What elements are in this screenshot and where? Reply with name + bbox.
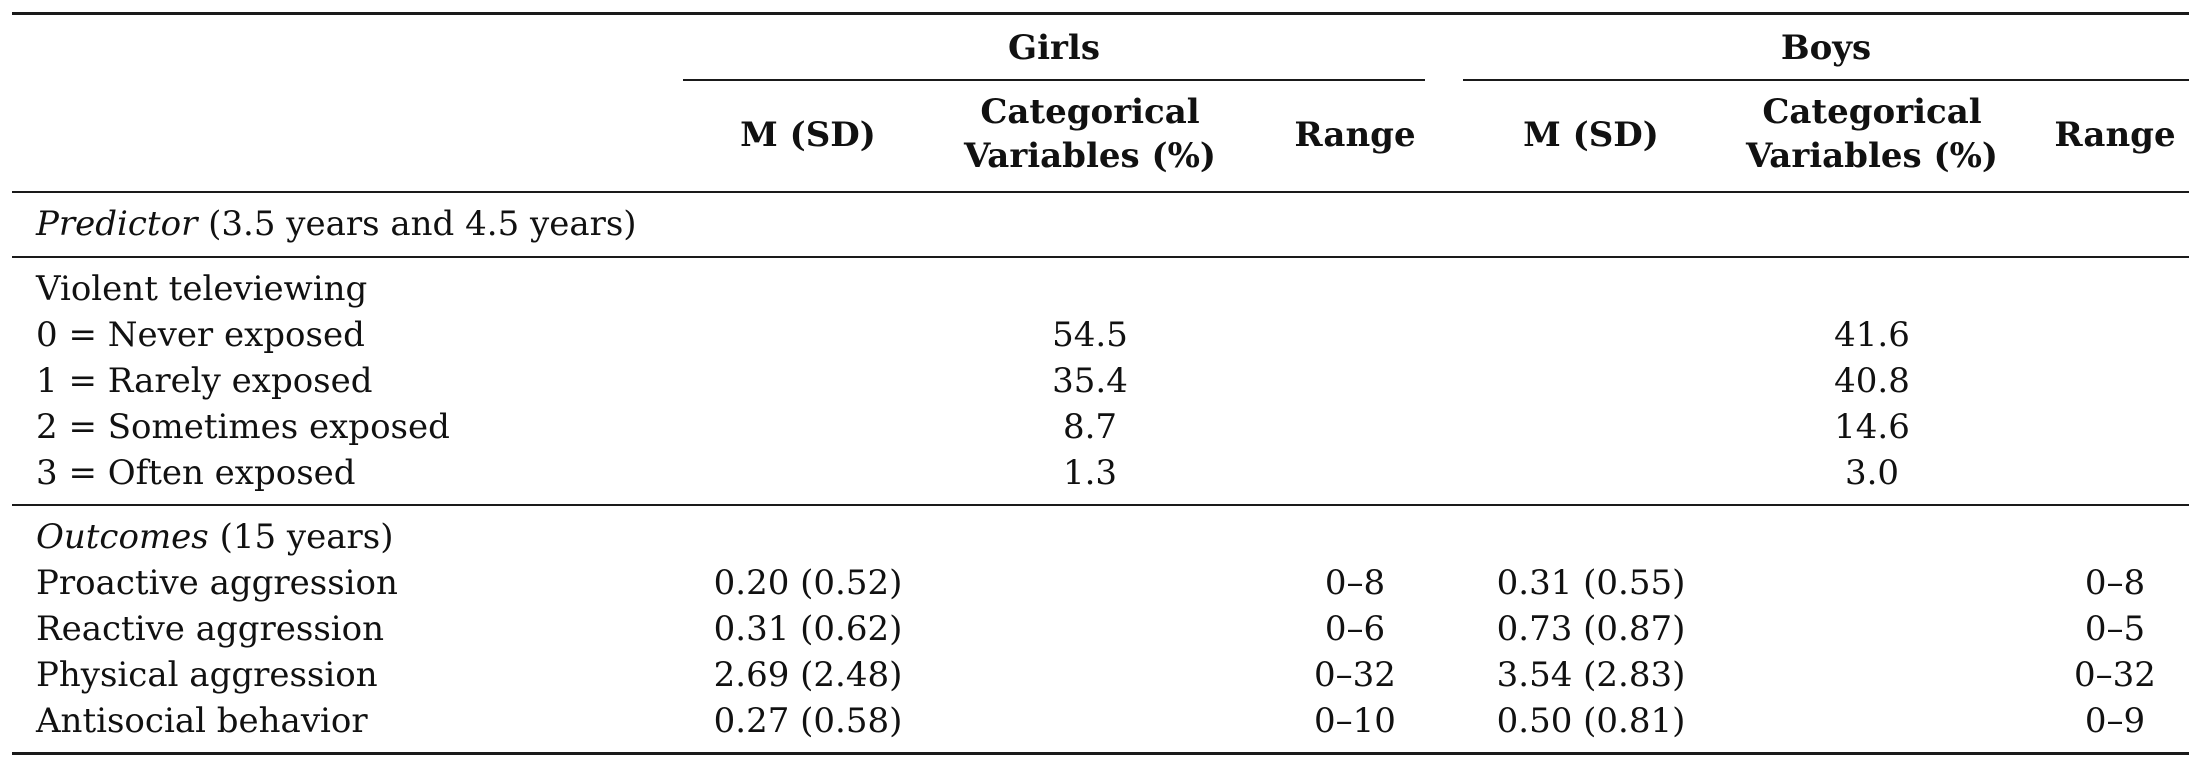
boys-range-cell: 0–8 — [2084, 563, 2146, 603]
girls-range-header: Range — [1294, 115, 1416, 155]
table-row-label: 2 = Sometimes exposed — [36, 407, 450, 447]
girls-categorical-cell: 8.7 — [1062, 407, 1118, 447]
boys-range-cell: 0–5 — [2084, 609, 2146, 649]
table-row-label: Physical aggression — [36, 655, 378, 695]
girls-m-sd-cell: 0.20 (0.52) — [713, 563, 903, 603]
table-row-label: Antisocial behavior — [36, 701, 368, 741]
girls-m-sd-cell: 2.69 (2.48) — [713, 655, 903, 695]
top-rule — [12, 12, 2189, 15]
outcomes-section-rule — [12, 504, 2189, 506]
girls-range-cell: 0–32 — [1314, 655, 1396, 695]
table-row-label: Reactive aggression — [36, 609, 385, 649]
boys-m-sd-cell: 3.54 (2.83) — [1496, 655, 1686, 695]
table-row-label: Proactive aggression — [36, 563, 398, 603]
girls-range-cell: 0–10 — [1314, 701, 1396, 741]
boys-range-cell: 0–32 — [2074, 655, 2156, 695]
table-row-label: 0 = Never exposed — [36, 315, 365, 355]
outcomes-title-rest: (15 years) — [208, 517, 394, 557]
boys-categorical-header-line1: Categorical — [1762, 92, 1982, 132]
boys-categorical-cell: 40.8 — [1834, 361, 1910, 401]
boys-categorical-cell: 3.0 — [1844, 453, 1900, 493]
table-row-label: 3 = Often exposed — [36, 453, 356, 493]
girls-range-cell: 0–6 — [1324, 609, 1386, 649]
boys-categorical-cell: 41.6 — [1834, 315, 1910, 355]
predictor-title-italic: Predictor — [36, 204, 198, 244]
girls-m-sd-header: M (SD) — [740, 115, 876, 155]
boys-range-header: Range — [2054, 115, 2176, 155]
boys-categorical-cell: 14.6 — [1834, 407, 1910, 447]
predictor-variable-label: Violent televiewing — [36, 269, 368, 309]
header-bottom-rule — [12, 191, 2189, 193]
outcomes-title-italic: Outcomes — [36, 517, 209, 557]
bottom-rule — [12, 752, 2189, 755]
girls-m-sd-cell: 0.31 (0.62) — [713, 609, 903, 649]
boys-range-cell: 0–9 — [2084, 701, 2146, 741]
girls-categorical-cell: 1.3 — [1062, 453, 1118, 493]
boys-m-sd-cell: 0.73 (0.87) — [1496, 609, 1686, 649]
boys-categorical-header-line2: Variables (%) — [1746, 136, 1998, 176]
predictor-section-title: Predictor (3.5 years and 4.5 years) — [36, 202, 637, 246]
girls-categorical-cell: 35.4 — [1052, 361, 1128, 401]
predictor-section-rule — [12, 256, 2189, 258]
boys-m-sd-cell: 0.50 (0.81) — [1496, 701, 1686, 741]
boys-m-sd-header: M (SD) — [1523, 115, 1659, 155]
predictor-title-rest: (3.5 years and 4.5 years) — [197, 204, 637, 244]
girls-group-underline — [683, 79, 1425, 81]
girls-categorical-header-line1: Categorical — [980, 92, 1200, 132]
girls-categorical-header-line2: Variables (%) — [964, 136, 1216, 176]
boys-group-underline — [1463, 79, 2189, 81]
girls-range-cell: 0–8 — [1324, 563, 1386, 603]
girls-group-header: Girls — [1008, 28, 1100, 68]
boys-m-sd-cell: 0.31 (0.55) — [1496, 563, 1686, 603]
outcomes-section-title: Outcomes (15 years) — [36, 515, 393, 559]
table-row-label: 1 = Rarely exposed — [36, 361, 373, 401]
girls-categorical-cell: 54.5 — [1052, 315, 1128, 355]
girls-m-sd-cell: 0.27 (0.58) — [713, 701, 903, 741]
boys-group-header: Boys — [1780, 28, 1872, 68]
